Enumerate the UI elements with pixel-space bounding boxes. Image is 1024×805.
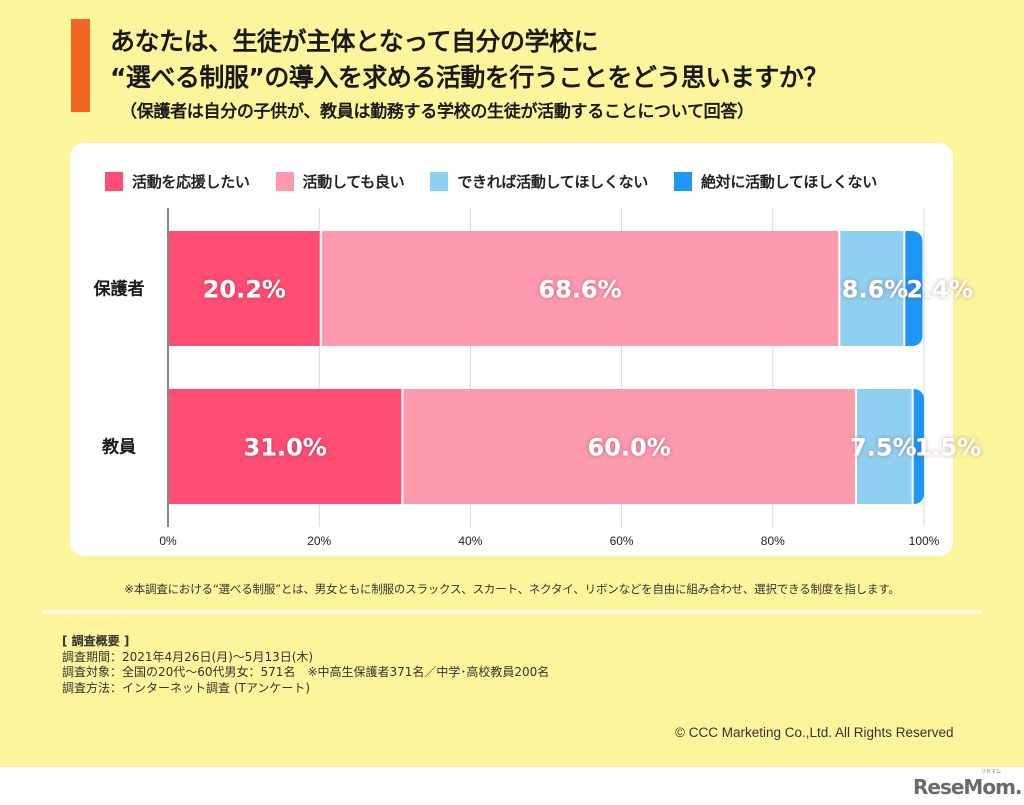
survey-heading: [ 調査概要 ] [62,634,130,648]
survey-target: 調査対象：全国の20代〜60代男女：571名 ※中高生保護者371名／中学･高校… [62,665,550,679]
data-label: 1.5% [915,434,982,462]
bar-group [169,389,924,504]
data-labels: 20.2% 68.6% 8.6%2.4% 31.0% 60.0% 7.5%1.5% [203,276,981,462]
data-label: 7.5% [850,434,917,462]
legend-label: 活動しても良い [302,172,405,191]
section-divider [42,610,982,614]
resemom-logo-ruby: リセマム [981,769,1002,775]
category-label: 保護者 [93,279,145,300]
footnote: ※本調査における“選べる制服”とは、男女ともに制服のスラックス、スカート、ネクタ… [124,582,900,596]
data-label: 8.6% [842,276,909,304]
survey-overview: [ 調査概要 ] 調査期間：2021年4月26日(月)〜5月13日(木) 調査対… [62,634,549,696]
chart-title-line-1: あなたは、生徒が主体となって自分の学校に [110,27,599,56]
copyright: © CCC Marketing Co.,Ltd. All Rights Rese… [675,725,954,740]
bar-segment [321,231,839,346]
legend-swatch [275,171,294,191]
legend: 活動を応援したい 活動しても良い できれば活動してほしくない 絶対に活動してほし… [105,170,903,192]
legend-swatch [430,171,449,191]
bar-segment [856,389,912,504]
bar-group [169,231,923,346]
bar-segment [169,231,320,346]
legend-swatch [105,171,123,191]
legend-label: できれば活動してほしくない [457,172,648,191]
data-label: 68.6% [538,276,621,304]
x-tick-label: 60% [610,534,634,548]
data-label: 60.0% [588,434,671,462]
x-tick-label: 100% [909,534,940,548]
legend-swatch [673,171,692,191]
bar-segment [403,389,855,504]
bars [169,231,924,504]
category-label: 教員 [101,437,136,458]
legend-label: 絶対に活動してほしくない [700,172,877,191]
bar-segment [905,231,923,346]
data-label: 2.4% [906,276,973,304]
bar-segment [840,231,904,346]
legend-item-prefer-not: できれば活動してほしくない [430,171,648,192]
bar-segment [913,389,924,504]
chart-subtitle: （保護者は自分の子供が、教員は勤務する学校の生徒が活動することについて回答） [120,102,754,122]
x-tick-label: 80% [761,534,785,548]
resemom-logo[interactable]: ReseMom. [913,775,1023,799]
title-accent-bar [71,19,90,112]
x-tick-label: 40% [458,534,482,548]
legend-item-support: 活動を応援したい [105,171,250,192]
data-label: 31.0% [244,434,327,462]
x-tick-label: 20% [307,534,331,548]
survey-method: 調査方法：インターネット調査 (Tアンケート) [62,680,311,695]
legend-item-absolutely-not: 絶対に活動してほしくない [673,171,877,192]
legend-item-ok: 活動しても良い [275,171,405,192]
x-tick-label: 0% [159,534,177,548]
bar-segment [169,389,402,504]
data-label: 20.2% [203,276,286,304]
survey-period: 調査期間：2021年4月26日(月)〜5月13日(木) [62,649,314,664]
x-axis: 0% 20% 40% 60% 80% 100% [159,208,940,548]
legend-label: 活動を応援したい [132,172,250,191]
chart-title-line-2: “選べる制服”の導入を求める活動を行うことをどう思いますか？ [110,63,828,92]
